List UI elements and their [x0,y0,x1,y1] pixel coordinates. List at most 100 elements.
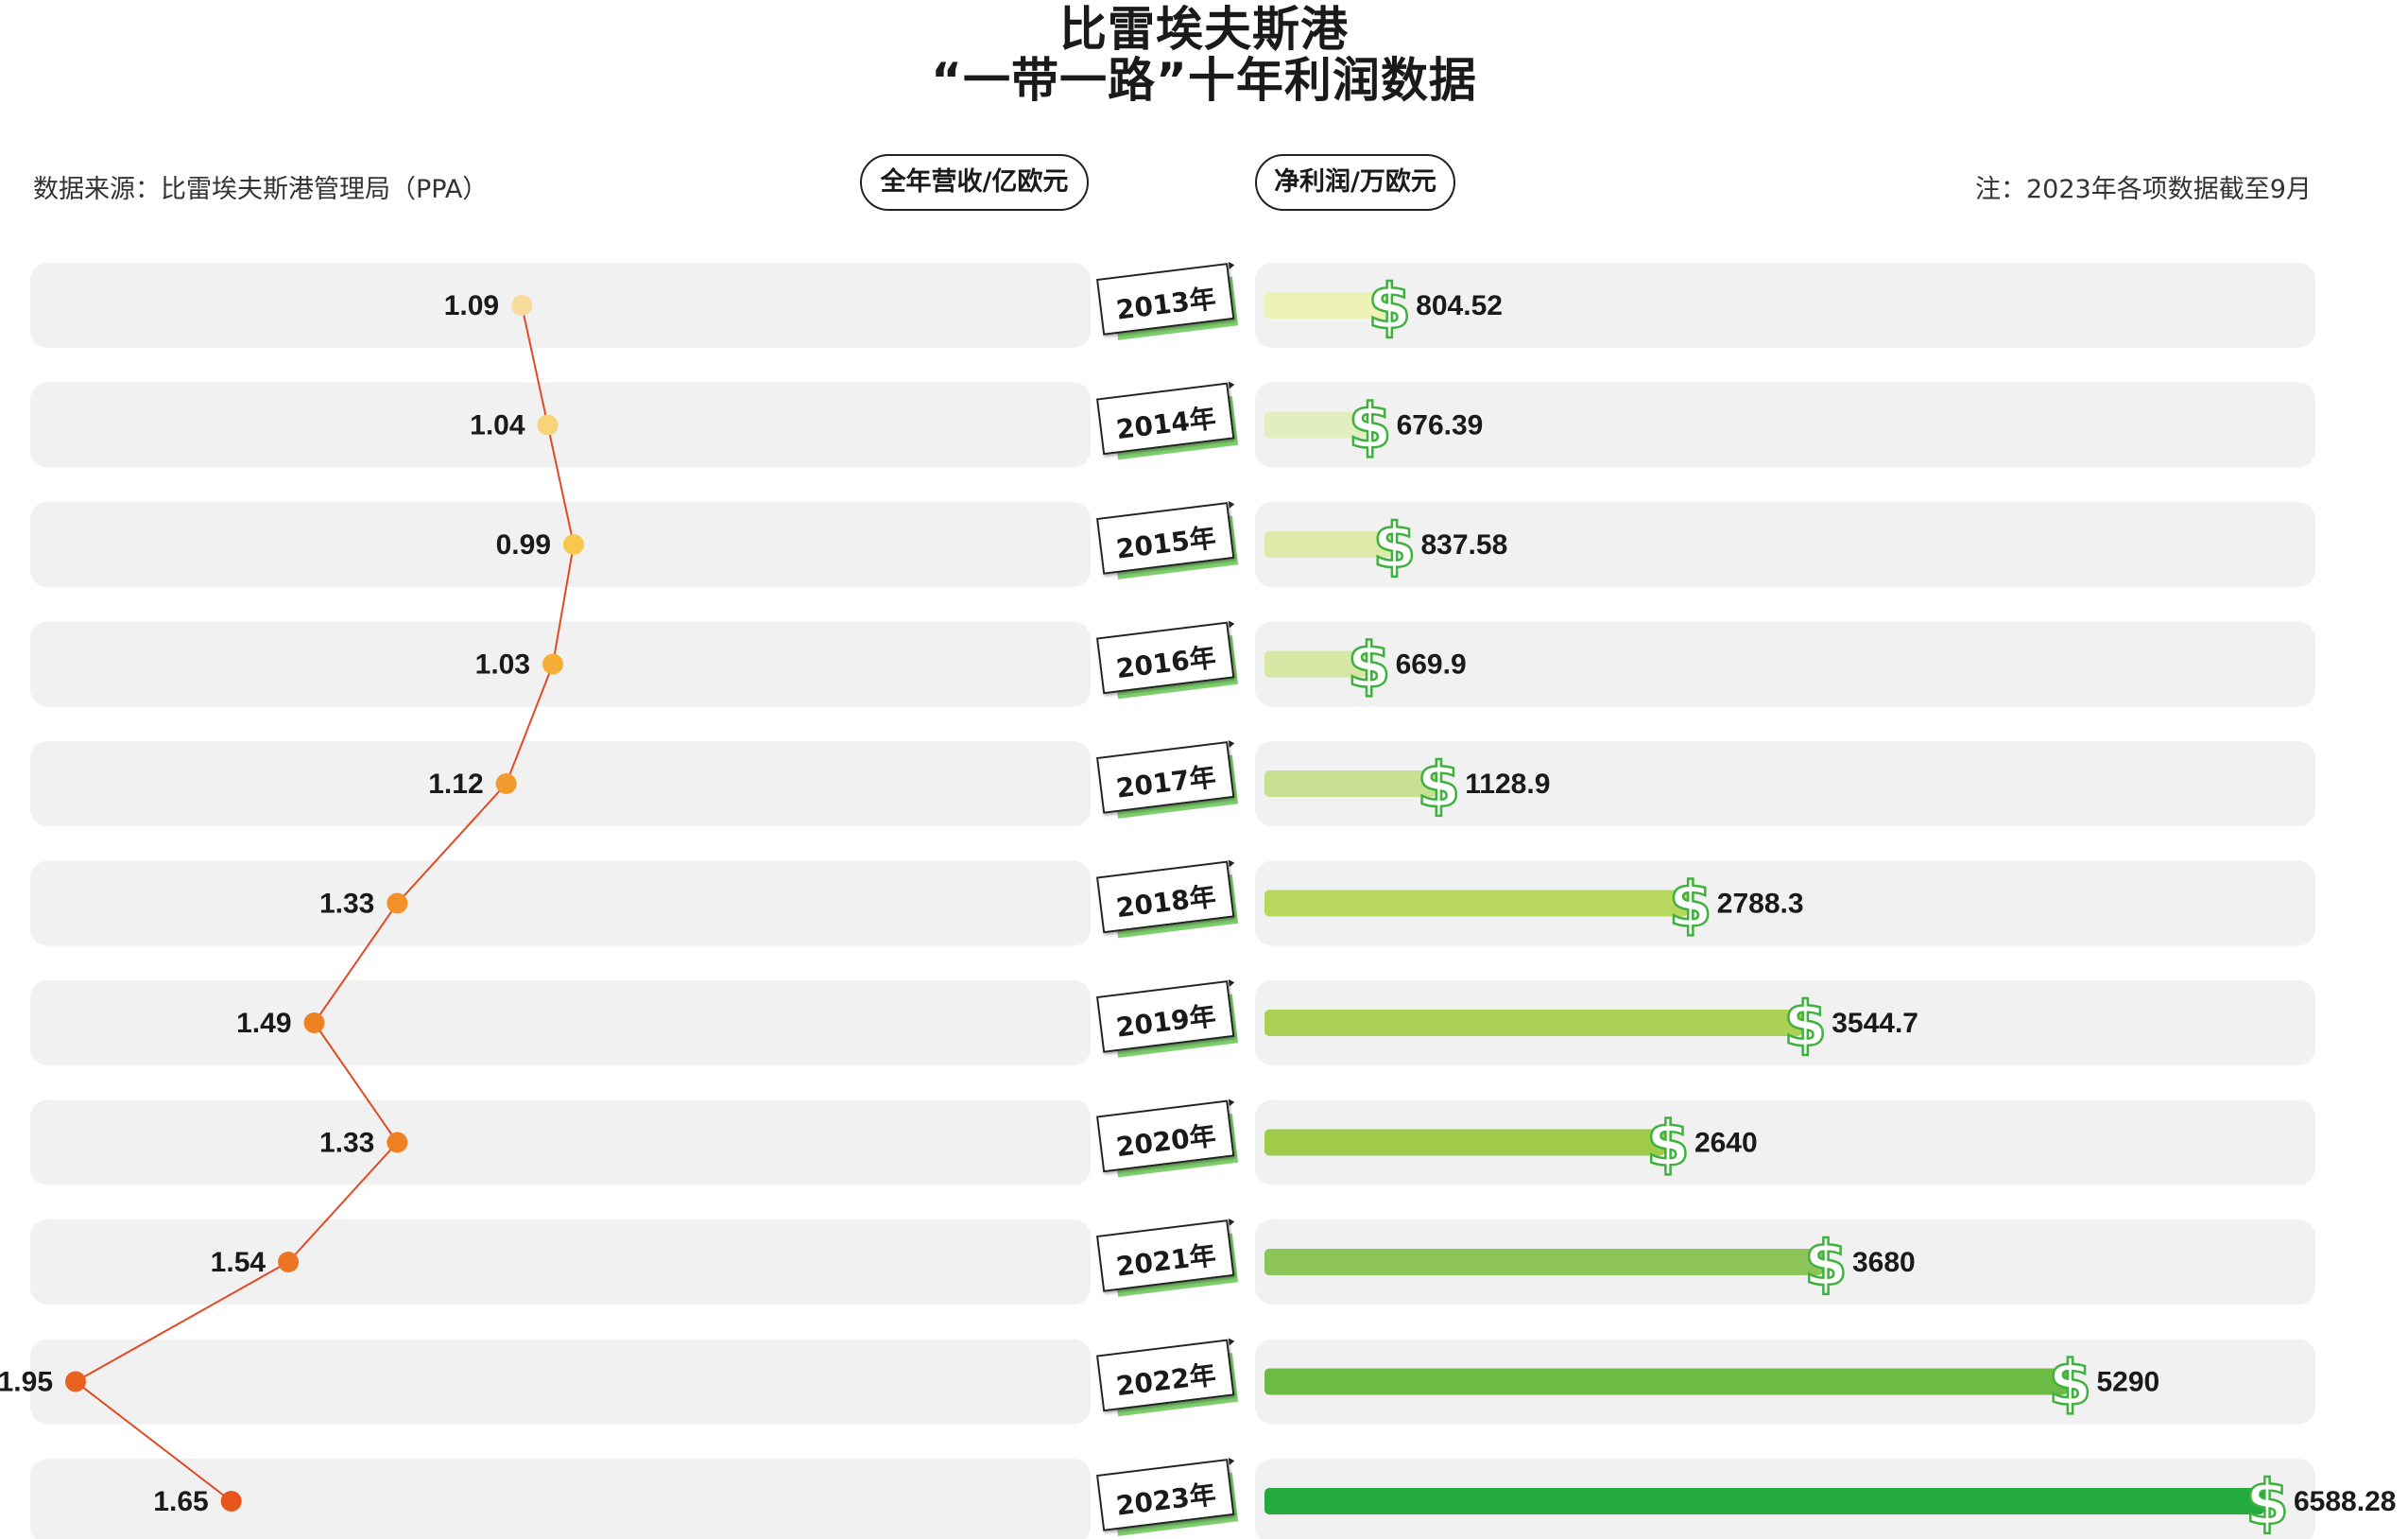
year-tag-card [1096,980,1235,1053]
profit-bar [1264,531,1392,558]
revenue-value-label: 1.12 [428,769,483,800]
dollar-icon: $ [1804,1227,1848,1300]
year-tag: 2020年 [1096,1098,1239,1178]
year-tag-corner [1228,500,1235,509]
year-tag-card [1096,263,1235,336]
year-tag-corner [1228,1098,1235,1107]
revenue-point [278,1252,300,1272]
revenue-point [387,1132,408,1153]
chart-title-line-2: “一带一路”十年利润数据 [931,53,1477,108]
year-tag-corner [1228,859,1235,868]
data-cutoff-note: 注：2023年各项数据截至9月 [1975,175,2312,204]
profit-value-label: 3544.7 [1832,1008,1918,1039]
profit-bar [1264,411,1367,439]
revenue-point [65,1371,86,1392]
revenue-row-background [30,382,1091,468]
dollar-icon: $ [1373,510,1417,582]
data-source-note: 数据来源：比雷埃夫斯港管理局（PPA） [33,175,489,204]
revenue-point [563,534,584,555]
year-tag-card [1096,621,1235,695]
dollar-icon: $ [1367,270,1411,343]
year-tag: 2013年 [1096,261,1239,340]
revenue-value-label: 1.09 [444,290,499,321]
revenue-point [220,1491,242,1512]
year-tag-card [1096,382,1235,456]
profit-value-label: 3680 [1852,1247,1916,1278]
profit-value-label: 1128.9 [1465,769,1550,800]
profit-row-background [1255,741,2315,826]
profit-value-label: 5290 [2097,1367,2160,1398]
year-tag-card [1096,1219,1235,1292]
revenue-value-label: 0.99 [496,529,551,561]
profit-value-label: 676.39 [1397,410,1484,441]
profit-bar [1264,1010,1803,1036]
year-tag-corner [1228,1338,1235,1346]
profit-bar [1264,770,1436,797]
year-tag: 2017年 [1096,739,1239,819]
revenue-value-label: 1.54 [211,1247,267,1278]
profit-value-label: 804.52 [1416,290,1503,321]
profit-value-label: 669.9 [1396,649,1467,681]
profit-bar [1264,1368,2068,1395]
year-tag: 2022年 [1096,1338,1239,1417]
revenue-row-background [30,502,1091,587]
revenue-point [495,773,517,794]
year-tag-corner [1228,261,1235,269]
profit-row-background [1255,263,2315,348]
dollar-icon: $ [1646,1108,1690,1181]
year-tag: 2016年 [1096,620,1239,700]
dollar-icon: $ [1348,630,1391,702]
revenue-row-background [30,860,1091,946]
profit-row-background [1255,1099,2315,1185]
revenue-row-background [30,1339,1091,1425]
year-tag-corner [1228,381,1235,389]
dollar-icon: $ [2049,1347,2092,1420]
profit-bar [1264,1129,1665,1156]
revenue-value-label: 1.49 [236,1008,291,1039]
profit-value-label: 2788.3 [1717,889,1804,920]
year-tag-card [1096,502,1235,575]
profit-bar [1264,292,1387,319]
revenue-value-label: 1.33 [319,1128,374,1159]
year-tag: 2021年 [1096,1218,1239,1297]
year-tag-card [1096,1339,1235,1412]
dollar-icon: $ [1669,869,1712,942]
year-tag-corner [1228,978,1235,987]
revenue-value-label: 1.95 [0,1367,53,1398]
year-tag-card [1096,860,1235,934]
year-tag-card [1096,1459,1235,1531]
dollar-icon: $ [1349,390,1392,463]
year-tag: 2023年 [1096,1457,1239,1536]
profit-bar [1264,1488,2264,1514]
revenue-value-label: 1.03 [475,649,530,681]
year-tag-card [1096,1099,1235,1173]
revenue-row-background [30,1459,1091,1539]
year-tag: 2019年 [1096,978,1239,1058]
chart-title-line-1: 比雷埃夫斯港 [1059,2,1349,57]
year-tag: 2014年 [1096,381,1239,460]
profit-row-background [1255,621,2315,707]
revenue-legend-pill: 全年营收/亿欧元 [860,154,1089,211]
year-tag-corner [1228,1218,1235,1226]
profit-value-label: 2640 [1694,1128,1758,1159]
revenue-row-background [30,980,1091,1065]
year-tag-corner [1228,620,1235,629]
revenue-row-background [30,741,1091,826]
revenue-point [303,1012,325,1033]
year-tag: 2015年 [1096,500,1239,579]
year-tag: 2018年 [1096,859,1239,939]
revenue-point [542,653,564,675]
revenue-value-label: 1.33 [319,889,374,920]
revenue-row-background [30,1219,1091,1305]
revenue-value-label: 1.65 [153,1486,208,1517]
revenue-value-label: 1.04 [470,410,525,441]
dollar-icon: $ [2245,1466,2289,1539]
year-tag-card [1096,741,1235,814]
profit-row-background [1255,502,2315,587]
profit-value-label: 6588.28 [2294,1486,2396,1517]
revenue-point [511,295,533,316]
dollar-icon: $ [1783,988,1827,1061]
dollar-icon: $ [1417,749,1460,821]
profit-bar [1264,650,1367,678]
